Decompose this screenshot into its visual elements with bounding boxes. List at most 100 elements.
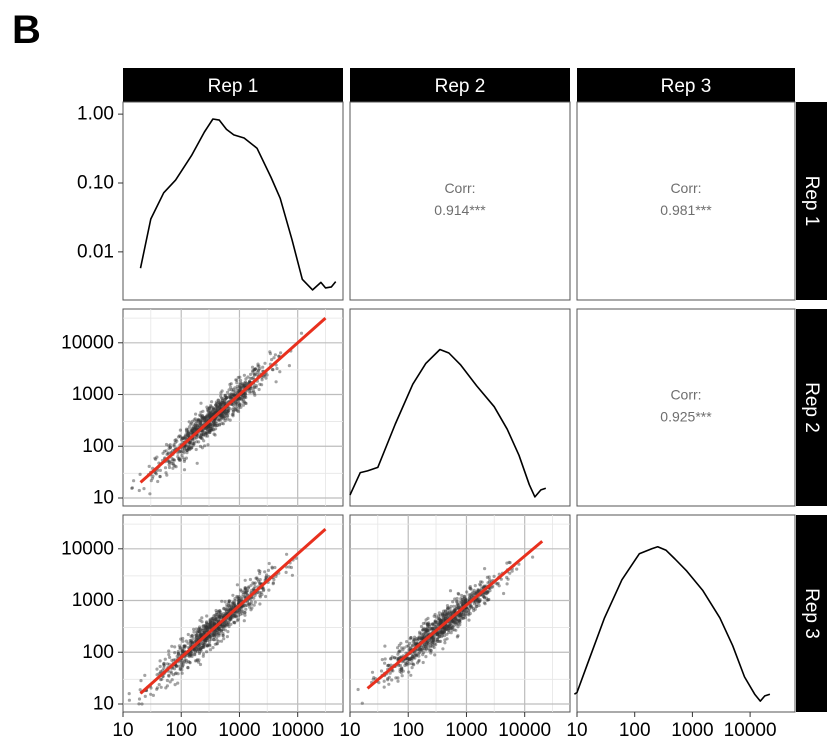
scatter-point [396,646,400,650]
scatter-point [237,599,241,603]
scatter-point [198,444,203,448]
scatter-point [212,614,216,618]
strip-top-label-rep-1: Rep 1 [208,76,259,97]
scatter-point [463,616,467,620]
scatter-point [241,385,245,389]
scatter-point [244,377,248,381]
scatter-point [205,628,209,632]
scatter-point [272,578,276,582]
scatter-point [231,408,235,412]
scatter-point [228,618,232,622]
scatter-point [190,654,194,659]
scatter-point [204,432,208,436]
scatter-point [241,398,246,402]
scatter-point [223,397,227,402]
scatter-point [234,378,238,382]
scatter-point [215,405,219,409]
scatter-point [243,589,247,593]
scatter-point [228,617,232,621]
scatter-point [203,638,207,642]
scatter-point [149,479,153,483]
scatter-point [463,598,468,602]
scatter-point [232,620,236,624]
scatter-point [249,600,253,604]
scatter-point [180,664,184,668]
scatter-point [465,590,469,594]
scatter-point [455,621,459,625]
scatter-point [213,642,217,646]
scatter-point [445,613,449,617]
scatter-point [217,398,221,402]
scatter-point [218,400,222,404]
scatter-point [231,593,235,597]
scatter-point [187,445,191,449]
scatter-point [418,632,422,636]
scatter-point [472,609,476,613]
scatter-point [186,432,190,436]
scatter-point [248,390,252,394]
scatter-point [162,666,166,670]
scatter-point [476,588,480,593]
scatter-point [452,624,456,628]
scatter-point [210,616,214,620]
scatter-point [252,368,256,372]
scatter-point [252,596,256,600]
scatter-point [200,620,204,624]
scatter-point [466,612,470,616]
scatter-point [202,432,206,436]
scatter-point [243,384,247,388]
scatter-point [207,626,212,630]
strip-right-label-rep-2: Rep 2 [801,382,822,433]
x-tick-label: 10000 [724,720,777,738]
scatter-point [227,600,231,604]
scatter-point [191,426,195,430]
scatter-point [443,617,447,621]
scatter-point [224,612,228,616]
scatter-point [463,600,467,604]
scatter-point [387,675,391,679]
scatter-point [142,487,146,491]
scatter-point [413,651,417,655]
scatter-point [433,619,437,623]
scatter-point [190,430,194,434]
scatter-point [455,599,459,603]
scatter-point [287,565,291,569]
scatter-point [487,580,492,584]
scatter-point [217,418,221,422]
scatter-point [457,619,461,623]
scatter-point [418,630,422,634]
scatter-point [229,616,233,620]
scatter-point [445,626,449,631]
scatter-point [248,602,252,606]
scatter-point [407,662,411,666]
scatter-point [175,439,179,443]
scatter-point [217,614,221,618]
scatter-point [452,604,456,608]
scatter-point [224,396,228,400]
scatter-point [391,669,395,673]
scatter-point [204,416,208,420]
scatter-point [252,587,256,591]
scatter-point [210,618,214,622]
scatter-point [224,621,228,625]
scatter-point [222,400,226,404]
scatter-point [224,607,228,612]
scatter-point [231,410,235,414]
scatter-point [246,375,250,379]
scatter-point [190,642,194,646]
scatter-point [170,678,174,682]
scatter-point [205,407,210,411]
scatter-point [208,635,212,639]
scatter-point [480,580,484,584]
scatter-point [243,594,247,598]
scatter-point [267,561,271,566]
scatter-point [227,605,231,609]
scatter-point [234,408,238,412]
scatter-point [151,474,155,478]
scatter-point [252,582,256,586]
scatter-point [243,578,247,582]
scatter-point [460,599,464,604]
scatter-point [468,605,473,609]
scatter-point [290,573,294,577]
scatter-point [205,428,209,432]
